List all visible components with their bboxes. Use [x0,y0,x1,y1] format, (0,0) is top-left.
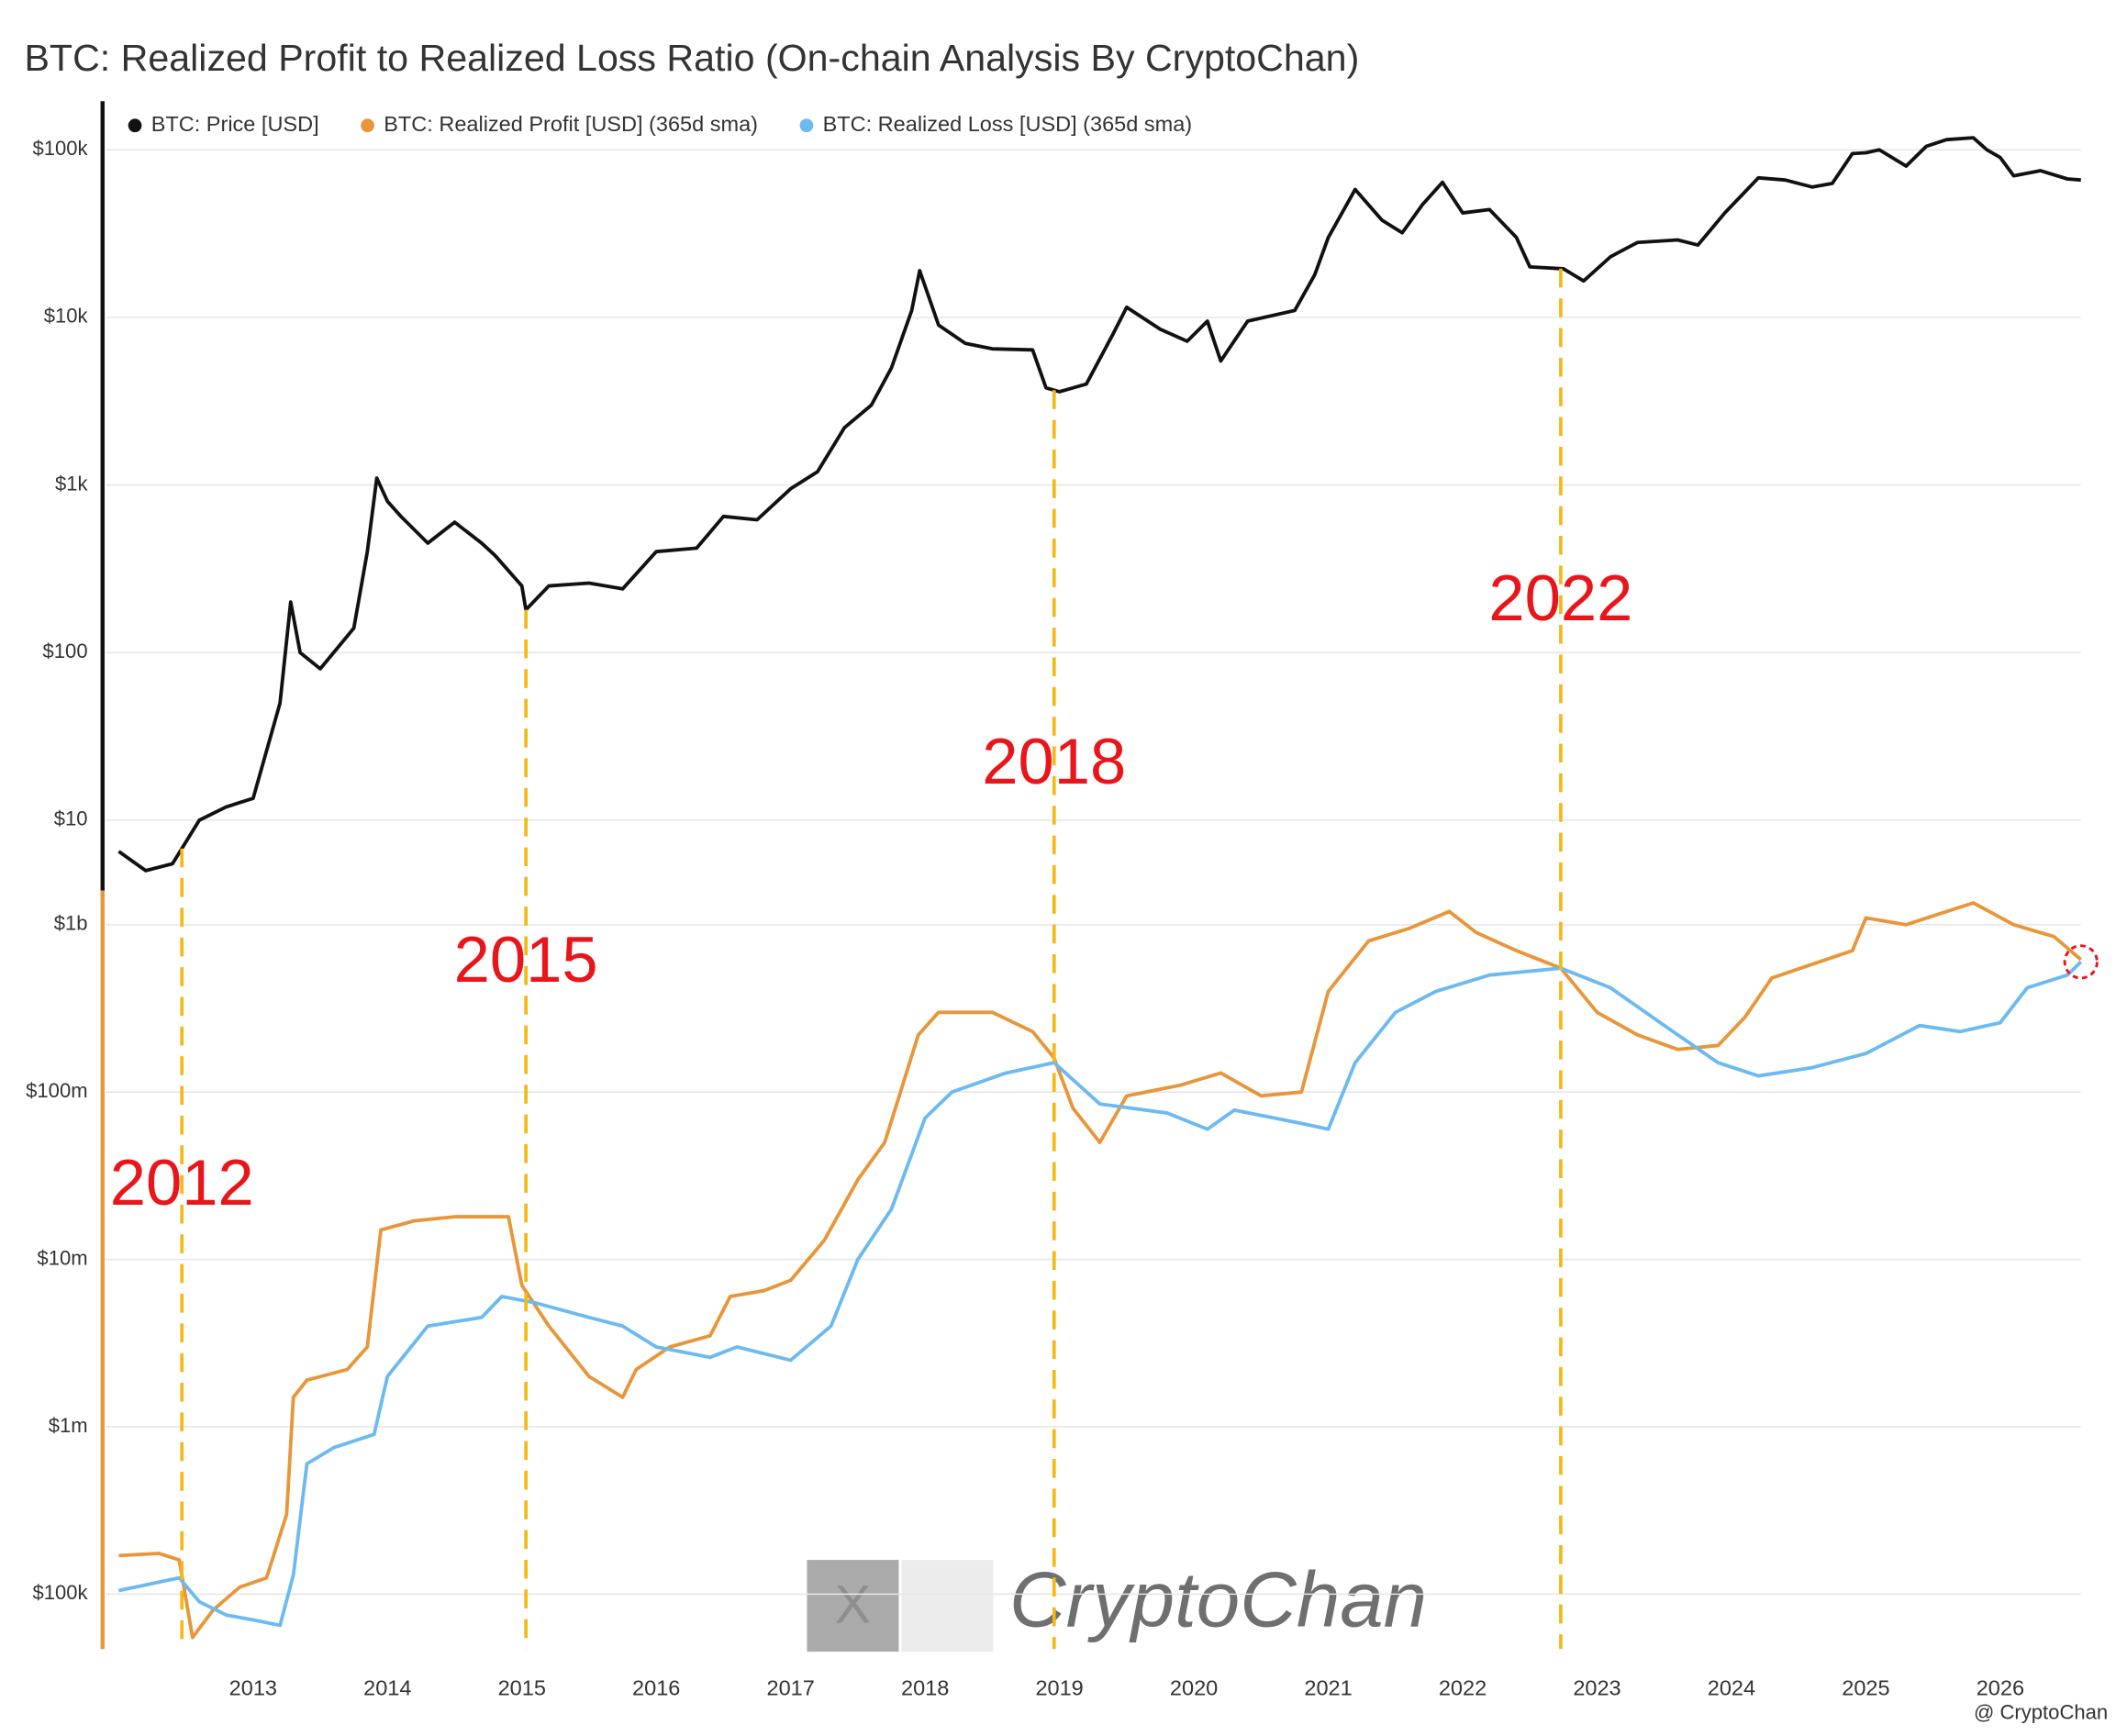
y-tick-label: $10m [37,1246,87,1269]
highlight-circle [2063,944,2099,980]
legend-marker [799,118,814,133]
y-tick-label: $10 [54,807,88,830]
x-tick-label: 2020 [1170,1675,1218,1699]
x-tick-label: 2013 [229,1675,277,1699]
chart-title: BTC: Realized Profit to Realized Loss Ra… [24,37,1359,79]
watermark-logo: X [807,1560,994,1653]
legend-label: BTC: Realized Loss [USD] (365d sma) [823,112,1193,136]
svg-text:X: X [835,1575,871,1635]
x-tick-label: 2025 [1842,1675,1889,1699]
x-tick-label: 2015 [498,1675,546,1699]
x-tick-label: 2022 [1439,1675,1487,1699]
credit: @ CryptoChan [1974,1701,2108,1724]
y-tick-label: $100k [33,137,89,160]
x-tick-label: 2021 [1304,1675,1352,1699]
x-tick-label: 2014 [363,1675,411,1699]
watermark: CryptoChan [1009,1557,1427,1644]
y-tick-label: $1m [49,1414,88,1437]
x-tick-label: 2016 [632,1675,680,1699]
legend-marker [361,118,374,133]
legend-label: BTC: Price [USD] [151,112,319,136]
series-line [118,960,2083,1628]
annotation-label: 2022 [1488,562,1632,634]
y-tick-label: $100 [43,640,88,662]
series-line [117,136,2081,873]
x-tick-label: 2023 [1573,1675,1620,1699]
x-tick-label: 2018 [901,1675,949,1699]
y-tick-label: $100k [33,1581,89,1604]
y-tick-label: $1k [55,472,89,495]
y-tick-label: $100m [26,1079,87,1102]
annotation-label: 2012 [110,1146,254,1219]
annotation-label: 2018 [982,725,1126,797]
legend-marker [128,118,142,133]
legend-label: BTC: Realized Profit [USD] (365d sma) [384,112,758,136]
y-tick-label: $1b [54,912,88,935]
x-tick-label: 2024 [1708,1675,1755,1699]
annotation-label: 2015 [454,923,598,996]
series-line [118,901,2082,1640]
x-tick-label: 2026 [1977,1675,2024,1699]
x-tick-label: 2019 [1035,1675,1083,1699]
x-tick-label: 2017 [767,1675,815,1699]
y-tick-label: $10k [44,305,89,328]
